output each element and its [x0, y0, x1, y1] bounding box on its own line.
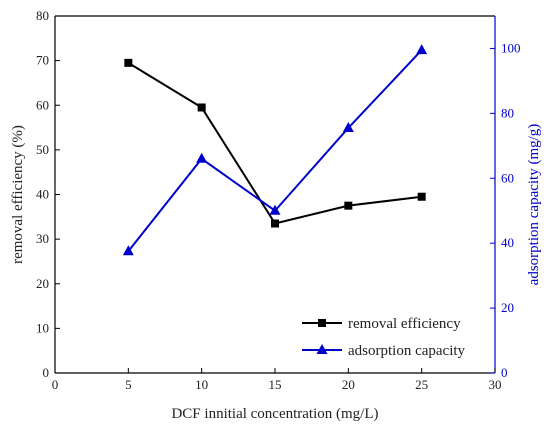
x-tick-label: 30	[489, 377, 502, 392]
series-line	[127, 62, 422, 225]
x-tick-label: 0	[52, 377, 59, 392]
legend: removal efficiency adsorption capacity	[302, 316, 466, 359]
data-point	[271, 219, 279, 228]
y-tick-label: 60	[36, 97, 49, 112]
y2-tick-label: 20	[501, 300, 514, 315]
data-point	[269, 204, 281, 215]
y-axis-left: 0 10 20 30 40 50 60 70 80	[36, 8, 60, 380]
x-axis-title: DCF innitial concentration (mg/L)	[171, 406, 378, 422]
x-axis: 0 5 10 15 20 25 30	[52, 368, 502, 392]
y-tick-label: 20	[36, 276, 49, 291]
legend-marker	[318, 319, 326, 327]
series-1	[124, 58, 426, 228]
legend-item: removal efficiency	[302, 316, 461, 332]
x-tick-label: 5	[125, 377, 132, 392]
data-point	[197, 103, 206, 112]
data-point	[196, 152, 208, 163]
data-point	[122, 245, 134, 256]
data-point	[124, 58, 133, 67]
x-tick-label: 15	[269, 377, 282, 392]
y2-tick-label: 100	[501, 40, 521, 55]
y-tick-label: 50	[36, 142, 49, 157]
y-tick-label: 30	[36, 231, 49, 246]
data-point	[342, 121, 354, 132]
x-tick-label: 20	[342, 377, 355, 392]
y2-tick-label: 0	[501, 365, 508, 380]
legend-item: adsorption capacity	[302, 343, 466, 359]
y-tick-label: 70	[36, 53, 49, 68]
y-tick-label: 0	[43, 365, 50, 380]
y2-tick-label: 60	[501, 170, 514, 185]
series-2	[122, 44, 428, 256]
series-layer	[122, 44, 428, 256]
x-tick-label: 10	[195, 377, 208, 392]
y-axis-title-right: adsorption capacity (mg/g)	[526, 124, 542, 286]
legend-marker	[316, 344, 328, 354]
y2-tick-label: 80	[501, 105, 514, 120]
y-tick-label: 40	[36, 187, 49, 202]
y-tick-label: 10	[36, 320, 49, 335]
data-point	[344, 201, 353, 210]
legend-label: adsorption capacity	[348, 343, 466, 359]
y-axis-right: 0 20 40 60 80 100	[490, 40, 521, 380]
y2-tick-label: 40	[501, 235, 514, 250]
x-tick-label: 25	[415, 377, 428, 392]
y-tick-label: 80	[36, 8, 49, 23]
data-point	[417, 192, 426, 201]
legend-label: removal efficiency	[348, 316, 461, 332]
data-point	[416, 44, 428, 55]
y-axis-title-left: removal efficiency (%)	[10, 125, 26, 264]
